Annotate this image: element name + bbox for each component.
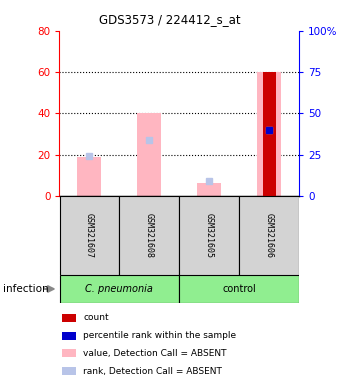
Text: infection: infection	[3, 284, 49, 294]
Text: GSM321608: GSM321608	[145, 213, 154, 258]
Text: C. pneumonia: C. pneumonia	[85, 284, 153, 294]
Bar	[197, 184, 221, 196]
Text: value, Detection Call = ABSENT: value, Detection Call = ABSENT	[84, 349, 227, 358]
Text: rank, Detection Call = ABSENT: rank, Detection Call = ABSENT	[84, 367, 222, 376]
Bar	[180, 275, 299, 303]
Bar	[257, 72, 281, 196]
Bar	[62, 332, 76, 340]
Text: GSM321605: GSM321605	[205, 213, 214, 258]
Bar	[137, 113, 162, 196]
Bar	[59, 196, 119, 275]
Bar	[262, 72, 276, 196]
Bar	[59, 275, 180, 303]
Bar	[62, 349, 76, 358]
Text: percentile rank within the sample: percentile rank within the sample	[84, 331, 237, 340]
Text: GSM321607: GSM321607	[85, 213, 94, 258]
Bar	[78, 157, 101, 196]
Text: count: count	[84, 313, 109, 323]
Bar	[119, 196, 180, 275]
Text: GDS3573 / 224412_s_at: GDS3573 / 224412_s_at	[99, 13, 241, 26]
Bar	[62, 314, 76, 322]
Bar	[180, 196, 239, 275]
Bar	[62, 367, 76, 375]
Text: control: control	[222, 284, 256, 294]
Bar	[239, 196, 299, 275]
Text: GSM321606: GSM321606	[265, 213, 274, 258]
